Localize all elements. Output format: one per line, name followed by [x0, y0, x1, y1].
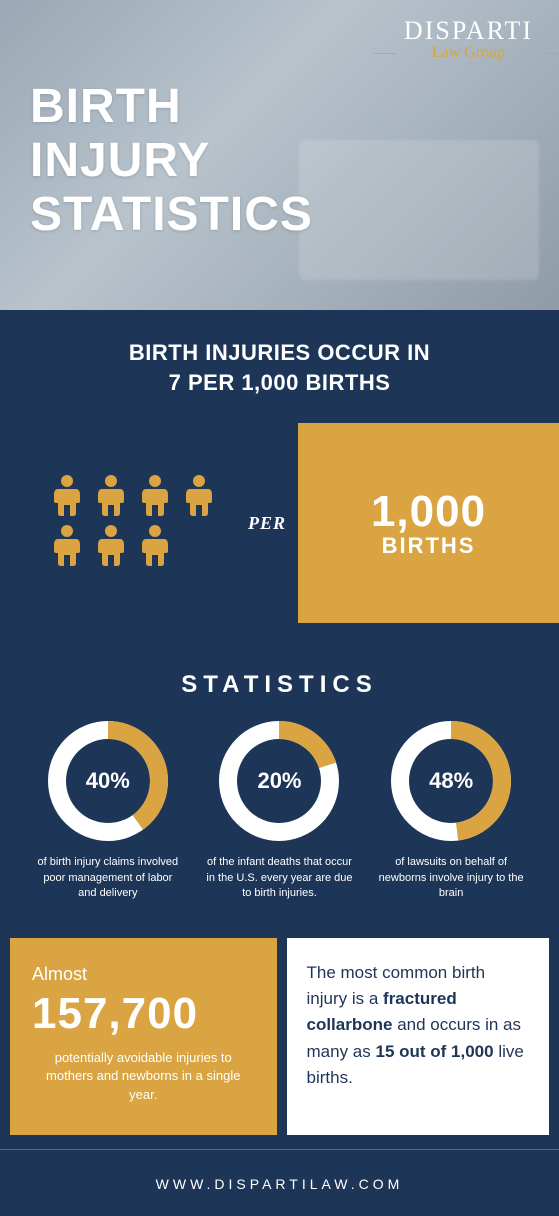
donut-percent-label: 48% — [429, 768, 473, 794]
baby-icon — [136, 523, 174, 567]
logo-sub-text: Law Group — [404, 44, 533, 62]
per-box: 1,000 BIRTHS — [298, 423, 559, 623]
donut-caption: of birth injury claims involved poor man… — [28, 855, 188, 901]
donut-row: 40% of birth injury claims involved poor … — [0, 721, 559, 901]
donut-item: 40% of birth injury claims involved poor … — [28, 721, 188, 901]
baby-icon — [92, 473, 130, 517]
baby-icon — [136, 473, 174, 517]
baby-icon — [180, 473, 218, 517]
almost-label: Almost — [32, 964, 255, 985]
headline-line-1: BIRTH INJURIES OCCUR IN — [40, 338, 519, 368]
baby-icon-grid — [48, 473, 222, 573]
avoidable-injuries-box: Almost 157,700 potentially avoidable inj… — [10, 938, 277, 1136]
per-thousand-block: PER 1,000 BIRTHS — [0, 423, 559, 663]
baby-icon-row — [48, 523, 222, 567]
donut-caption: of the infant deaths that occur in the U… — [199, 855, 359, 901]
statistics-title: STATISTICS — [0, 671, 559, 699]
hero-title-line-1: BIRTH — [30, 80, 313, 134]
per-unit: BIRTHS — [382, 533, 476, 559]
logo-main-text: DISPARTI — [404, 16, 533, 46]
avoidable-number: 157,700 — [32, 989, 255, 1039]
common-injury-box: The most common birth injury is a fractu… — [287, 938, 550, 1136]
footer-url: WWW.DISPARTILAW.COM — [0, 1149, 559, 1216]
per-label: PER — [248, 513, 286, 534]
headline-line-2: 7 PER 1,000 BIRTHS — [40, 368, 519, 398]
common-injury-bold-2: 15 out of 1,000 — [375, 1042, 493, 1061]
bottom-row: Almost 157,700 potentially avoidable inj… — [0, 938, 559, 1136]
infographic-root: DISPARTI Law Group BIRTH INJURY STATISTI… — [0, 0, 559, 1216]
donut-chart: 20% — [219, 721, 339, 841]
baby-icon-row — [48, 473, 222, 517]
donut-chart: 48% — [391, 721, 511, 841]
headline: BIRTH INJURIES OCCUR IN 7 PER 1,000 BIRT… — [0, 310, 559, 423]
donut-caption: of lawsuits on behalf of newborns involv… — [371, 855, 531, 901]
donut-item: 20% of the infant deaths that occur in th… — [199, 721, 359, 901]
baby-icon — [92, 523, 130, 567]
brand-logo: DISPARTI Law Group — [404, 16, 533, 62]
per-number: 1,000 — [371, 487, 486, 537]
hero-title-line-2: INJURY — [30, 134, 313, 188]
baby-icon — [48, 473, 86, 517]
baby-icon — [48, 523, 86, 567]
donut-percent-label: 20% — [257, 768, 301, 794]
donut-percent-label: 40% — [86, 768, 130, 794]
hero-section: DISPARTI Law Group BIRTH INJURY STATISTI… — [0, 0, 559, 310]
hero-title: BIRTH INJURY STATISTICS — [30, 80, 313, 241]
donut-chart: 40% — [48, 721, 168, 841]
donut-item: 48% of lawsuits on behalf of newborns inv… — [371, 721, 531, 901]
hero-title-line-3: STATISTICS — [30, 188, 313, 242]
avoidable-desc: potentially avoidable injuries to mother… — [32, 1049, 255, 1106]
